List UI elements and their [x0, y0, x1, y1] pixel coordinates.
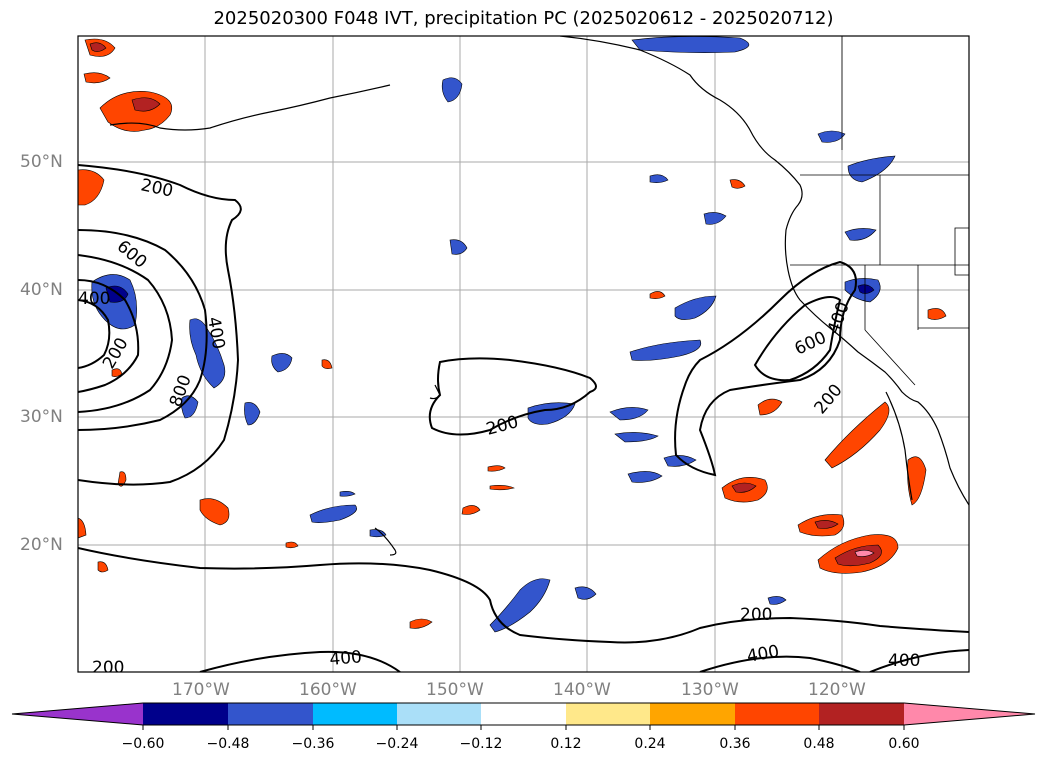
colorbar-segment: [650, 703, 735, 725]
lon-label: 160°W: [299, 680, 357, 700]
colorbar-segment: [819, 703, 904, 725]
lon-label: 130°W: [681, 680, 739, 700]
precip-blob: [847, 155, 896, 183]
precip-blob: [927, 308, 947, 320]
colorbar-tick-label: −0.60: [121, 736, 165, 752]
precip-blob: [339, 491, 356, 497]
precip-positive-blobs: [78, 38, 947, 629]
precip-blob: [731, 482, 757, 493]
precip-blob: [857, 284, 875, 294]
contour-label: 400: [329, 647, 363, 670]
colorbar-tick-label: 0.60: [888, 736, 920, 752]
colorbar-tick-label: 0.48: [803, 736, 835, 752]
precip-blob: [321, 359, 333, 369]
lon-label: 170°W: [172, 680, 230, 700]
precip-blob: [767, 596, 787, 605]
precip-blob: [199, 498, 230, 526]
contour-label: 400: [888, 651, 920, 671]
contour-label: 200: [92, 658, 124, 678]
precip-blob: [271, 353, 293, 373]
precip-blob: [631, 36, 750, 53]
colorbar-segment: [481, 703, 566, 725]
precip-blob: [83, 72, 111, 84]
precip-blob: [757, 398, 783, 416]
ivt-contours: [78, 164, 969, 672]
colorbar-tick-label: −0.48: [206, 736, 250, 752]
precip-blob: [614, 432, 659, 443]
precip-blob: [489, 578, 551, 633]
precip-blob: [817, 130, 846, 143]
colorbar-tick-label: 0.12: [550, 736, 582, 752]
precip-blob: [441, 77, 463, 103]
precip-blob: [609, 407, 649, 421]
lat-label: 40°N: [20, 280, 63, 300]
precip-blob: [824, 401, 890, 469]
colorbar-segment: [397, 703, 481, 725]
lon-label: 120°W: [808, 680, 866, 700]
precip-blob: [729, 179, 746, 189]
colorbar-tick-label: −0.12: [459, 736, 503, 752]
precip-blob: [461, 505, 481, 515]
colorbar-segment: [313, 703, 397, 725]
precip-blob: [627, 471, 663, 483]
colorbar-tick-label: −0.24: [375, 736, 419, 752]
precip-blob: [449, 239, 468, 255]
colorbar-min-triangle: [12, 703, 143, 725]
precip-blob: [854, 549, 875, 557]
colorbar-max-triangle: [904, 703, 1035, 725]
precip-blob: [78, 169, 105, 206]
precip-blob: [629, 339, 702, 361]
precip-blob: [649, 174, 669, 183]
lon-label: 150°W: [426, 680, 484, 700]
precip-blob: [409, 618, 433, 629]
precip-blob: [131, 97, 161, 112]
precip-blob: [814, 520, 839, 529]
colorbar-segment: [566, 703, 650, 725]
lat-label: 30°N: [20, 407, 63, 427]
precip-blob: [487, 465, 506, 472]
precip-blob: [89, 42, 107, 52]
colorbar-segment: [143, 703, 228, 725]
colorbar-tick-label: 0.36: [719, 736, 751, 752]
precip-blob: [489, 485, 515, 491]
precip-blob: [97, 561, 109, 573]
precip-blob: [844, 228, 877, 241]
precip-blob: [309, 504, 357, 523]
lat-label: 50°N: [20, 152, 63, 172]
precip-blob: [117, 471, 127, 487]
colorbar-tick-label: 0.24: [634, 736, 666, 752]
map-title: 2025020300 F048 IVT, precipitation PC (2…: [213, 8, 834, 29]
borders: [790, 36, 969, 386]
lat-label: 20°N: [20, 535, 63, 555]
colorbar-segment: [735, 703, 819, 725]
colorbar-tick-label: −0.36: [291, 736, 335, 752]
precip-blob: [244, 402, 261, 426]
precip-blob: [78, 517, 87, 539]
precip-blob: [285, 541, 299, 549]
contour-label: 200: [740, 605, 772, 625]
colorbar-segment: [228, 703, 313, 725]
colorbar: [11, 702, 1036, 730]
precip-blob: [574, 586, 597, 600]
map-border: [77, 35, 970, 673]
lon-label: 140°W: [553, 680, 611, 700]
precip-blob: [907, 456, 927, 506]
precip-blob: [703, 212, 727, 225]
contour-label: 400: [78, 289, 110, 309]
precip-blob: [649, 291, 666, 299]
precip-blob: [674, 295, 717, 320]
